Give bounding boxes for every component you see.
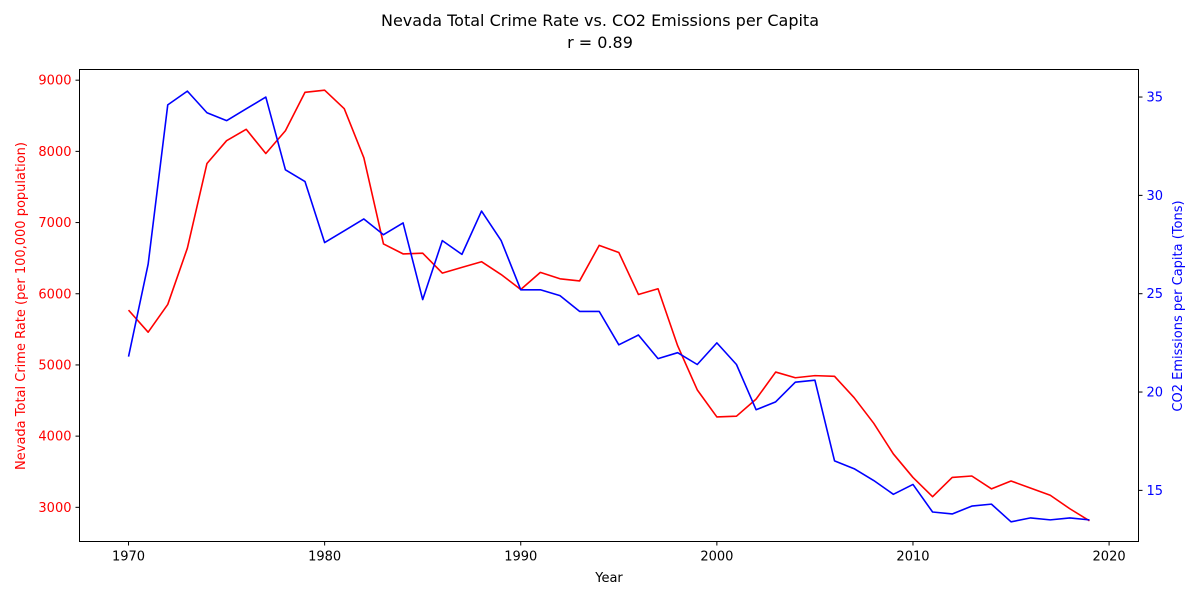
left-y-tick-label: 3000 — [38, 501, 71, 516]
x-axis: 1970 1980 1990 2000 2010 2020 — [112, 541, 1126, 565]
x-tick-label: 2020 — [1093, 550, 1126, 565]
left-y-tick-label: 5000 — [38, 358, 71, 373]
right-y-axis: 15 20 25 30 35 — [1138, 91, 1164, 499]
left-y-axis: 3000 4000 5000 6000 7000 8000 9000 — [38, 74, 80, 516]
plot-frame — [79, 69, 1139, 542]
left-y-axis-label: Nevada Total Crime Rate (per 100,000 pop… — [14, 142, 29, 470]
x-tick-label: 1980 — [308, 550, 341, 565]
x-tick-label: 2000 — [700, 550, 733, 565]
left-y-tick-label: 4000 — [38, 430, 71, 445]
right-y-tick-label: 30 — [1147, 189, 1164, 204]
left-y-tick-label: 6000 — [38, 287, 71, 302]
left-y-tick-label: 8000 — [38, 145, 71, 160]
crime-rate-line — [127, 89, 1090, 522]
x-tick-label: 2010 — [896, 550, 929, 565]
right-y-tick-label: 20 — [1147, 386, 1164, 401]
right-y-tick-label: 35 — [1147, 91, 1164, 106]
right-y-tick-label: 25 — [1147, 287, 1164, 302]
chart-title: Nevada Total Crime Rate vs. CO2 Emission… — [381, 11, 819, 30]
x-tick-label: 1970 — [112, 550, 145, 565]
plot-marks — [127, 89, 1090, 523]
right-y-tick-label: 15 — [1147, 484, 1164, 499]
co2-emissions-line — [127, 90, 1090, 523]
chart-subtitle: r = 0.89 — [567, 33, 633, 52]
right-y-axis-label: CO2 Emissions per Capita (Tons) — [1171, 200, 1186, 411]
left-y-tick-label: 7000 — [38, 216, 71, 231]
x-axis-label: Year — [594, 571, 623, 586]
left-y-tick-label: 9000 — [38, 74, 71, 89]
x-tick-label: 1990 — [504, 550, 537, 565]
